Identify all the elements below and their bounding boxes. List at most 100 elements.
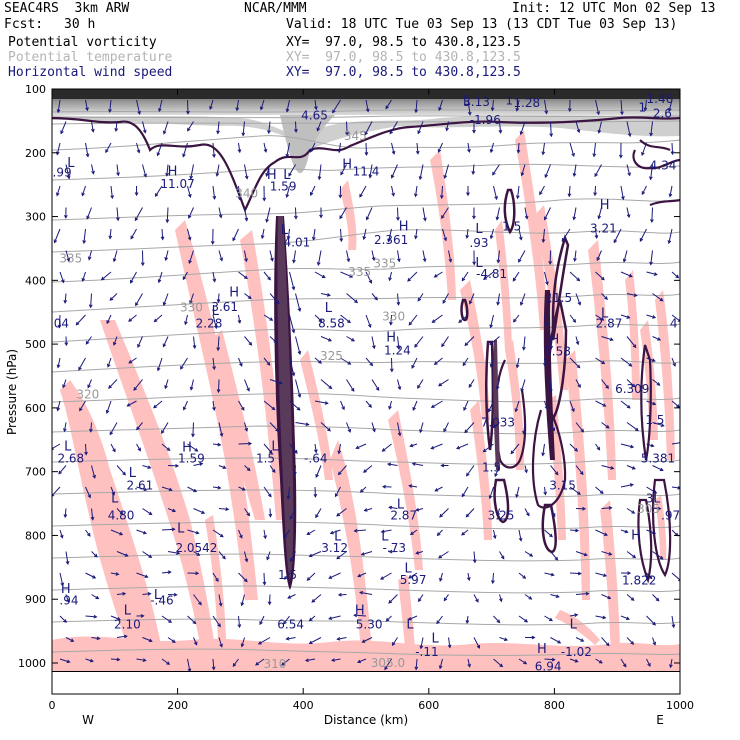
wind-arrow-head xyxy=(605,424,610,429)
wind-arrow xyxy=(294,465,296,475)
wind-arrow xyxy=(497,250,500,263)
wind-arrow xyxy=(320,293,331,296)
wind-arrow-head xyxy=(328,338,333,342)
wind-arrow xyxy=(193,637,198,645)
field-pv-xy: XY= 97.0, 98.5 to 430.8,123.5 xyxy=(286,35,521,50)
wind-arrow xyxy=(110,443,116,452)
wind-arrow-head xyxy=(175,463,180,468)
wind-arrow xyxy=(309,615,316,622)
wind-arrow xyxy=(601,507,612,509)
wind-arrow-head xyxy=(314,106,318,111)
wind-arrow xyxy=(217,293,220,303)
wind-arrow xyxy=(318,164,322,180)
wind-arrow xyxy=(330,529,341,534)
wind-arrow-head xyxy=(433,361,438,366)
wind-arrow xyxy=(184,314,188,325)
wind-arrow-head xyxy=(467,148,471,153)
wind-arrow xyxy=(415,99,418,113)
wind-arrow-head xyxy=(143,173,147,178)
extremum-value: .97 xyxy=(661,509,680,523)
wind-arrow xyxy=(620,529,628,533)
wind-arrow-head xyxy=(296,406,301,411)
wind-arrow-head xyxy=(631,383,636,388)
wind-arrow-head xyxy=(411,364,415,369)
wind-arrow-head xyxy=(122,471,126,476)
wind-arrow-head xyxy=(443,237,448,242)
wind-arrow xyxy=(269,293,280,304)
wind-arrow xyxy=(346,121,348,136)
wind-arrow xyxy=(601,637,610,646)
wind-arrow-head xyxy=(244,217,249,222)
wind-arrow-head xyxy=(443,597,448,602)
wind-arrow-head xyxy=(240,406,245,411)
extremum-marker: L xyxy=(290,679,298,694)
wind-arrow-head xyxy=(596,446,601,451)
wind-arrow xyxy=(671,400,680,408)
wind-arrow xyxy=(569,572,581,575)
wind-arrow xyxy=(418,594,424,602)
wind-arrow xyxy=(165,250,169,261)
wind-arrow-head xyxy=(257,641,262,645)
wind-arrow xyxy=(190,164,194,179)
wind-arrow xyxy=(544,314,547,326)
wind-arrow xyxy=(544,357,546,367)
wind-arrow-head xyxy=(119,531,124,536)
wind-arrow-head xyxy=(652,315,657,319)
extremum-value: 1.28 xyxy=(513,96,540,110)
wind-arrow xyxy=(650,250,653,265)
wind-arrow xyxy=(244,207,248,221)
wind-arrow-head xyxy=(543,491,548,496)
wind-arrow-head xyxy=(380,529,385,534)
wind-arrow-head xyxy=(331,658,336,662)
wind-arrow xyxy=(127,400,137,407)
wind-arrow xyxy=(357,572,367,577)
wind-arrow xyxy=(331,658,341,661)
wind-arrow-head xyxy=(171,527,176,532)
wind-arrow-head xyxy=(291,372,296,377)
wind-arrow-head xyxy=(268,513,273,518)
wind-arrow-head xyxy=(266,556,270,561)
wind-arrow xyxy=(269,250,274,261)
extremum-value: -1.02 xyxy=(561,645,592,659)
wind-arrow-head xyxy=(313,449,318,454)
wind-arrow xyxy=(85,615,97,618)
wind-arrow-head xyxy=(412,406,416,411)
wind-arrow xyxy=(601,465,614,470)
y-axis-label: Pressure (hPa) xyxy=(5,349,19,435)
wind-arrow-head xyxy=(464,342,469,347)
wind-arrow-head xyxy=(162,343,167,348)
wind-arrow xyxy=(490,228,494,239)
wind-arrow-head xyxy=(244,558,249,563)
x-tick-label: 400 xyxy=(293,699,314,712)
wind-arrow-head xyxy=(627,133,632,138)
wind-arrow xyxy=(542,443,545,456)
wind-arrow-head xyxy=(157,279,162,284)
wind-arrow-head xyxy=(337,592,342,597)
wind-arrow xyxy=(218,465,226,469)
wind-arrow xyxy=(286,142,290,157)
wind-arrow-head xyxy=(275,428,279,433)
plot-frame xyxy=(51,88,681,695)
wind-arrow-head xyxy=(641,152,645,157)
wind-arrow xyxy=(422,250,426,262)
wind-arrow-head xyxy=(187,236,192,241)
wind-arrow xyxy=(335,486,341,497)
wind-arrow xyxy=(601,551,612,556)
wind-arrow-head xyxy=(466,472,470,477)
wind-arrow-head xyxy=(668,193,673,198)
wind-arrow-head xyxy=(576,277,581,282)
wind-arrow-head xyxy=(596,111,601,116)
wind-arrow xyxy=(422,207,426,221)
wind-arrow xyxy=(91,551,98,558)
wind-arrow xyxy=(238,529,243,539)
wind-arrow xyxy=(626,293,637,297)
wind-arrow xyxy=(595,99,600,115)
wind-arrow-head xyxy=(109,297,114,301)
wind-arrow-head xyxy=(278,380,283,385)
extremum-marker: H xyxy=(600,198,610,213)
wind-arrow xyxy=(58,465,67,475)
wind-arrow xyxy=(263,443,273,454)
wind-arrow xyxy=(59,572,64,586)
wind-arrow xyxy=(360,486,367,493)
extremum-value: 5.381 xyxy=(641,452,675,466)
